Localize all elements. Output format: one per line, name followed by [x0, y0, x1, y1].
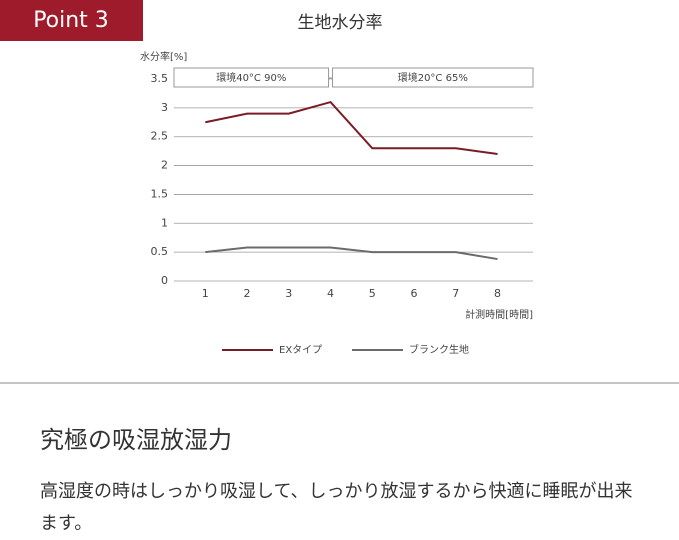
y-tick-label: 1 [161, 216, 168, 229]
y-tick-label: 1.5 [151, 187, 169, 200]
badge: Point 3 [33, 8, 109, 33]
annotation: 環境20°C 65% [398, 71, 468, 84]
x-tick-label: 8 [494, 287, 501, 300]
badge-bg [0, 0, 143, 41]
y-axis-label: 水分率[%] [140, 50, 187, 63]
x-tick-label: 5 [369, 287, 376, 300]
chart: Point 3 生地水分率 水分率[%] 計測時間[時間] 0 0.5 1 1.5 2 2… [0, 0, 679, 384]
x-tick-label: 7 [452, 287, 459, 300]
x-tick-label: 1 [202, 287, 209, 300]
y-tick-label: 2 [161, 159, 168, 172]
annotation: 環境40°C 90% [216, 71, 286, 84]
y-tick-label: 0.5 [151, 245, 169, 258]
heading: 究極の吸湿放湿力 [40, 426, 232, 454]
x-tick-label: 3 [285, 287, 292, 300]
x-tick-label: 4 [327, 287, 334, 300]
x-axis-label: 計測時間[時間] [465, 308, 533, 321]
body-text: 高湿度の時はしっかり吸湿して、しっかり放湿するから快適に睡眠が出来ます。 [40, 481, 633, 534]
x-tick-label: 2 [244, 287, 251, 300]
legend-label: ブランク生地 [409, 343, 469, 356]
y-tick-label: 3.5 [151, 72, 169, 85]
x-tick-label: 6 [411, 287, 418, 300]
series-line [205, 100, 498, 156]
legend-label: EXタイプ [279, 344, 322, 356]
y-tick-label: 0 [161, 274, 168, 287]
y-tick-label: 3 [161, 101, 168, 114]
y-tick-label: 2.5 [151, 130, 169, 143]
series-line [205, 246, 498, 261]
chart-title: 生地水分率 [298, 13, 383, 33]
